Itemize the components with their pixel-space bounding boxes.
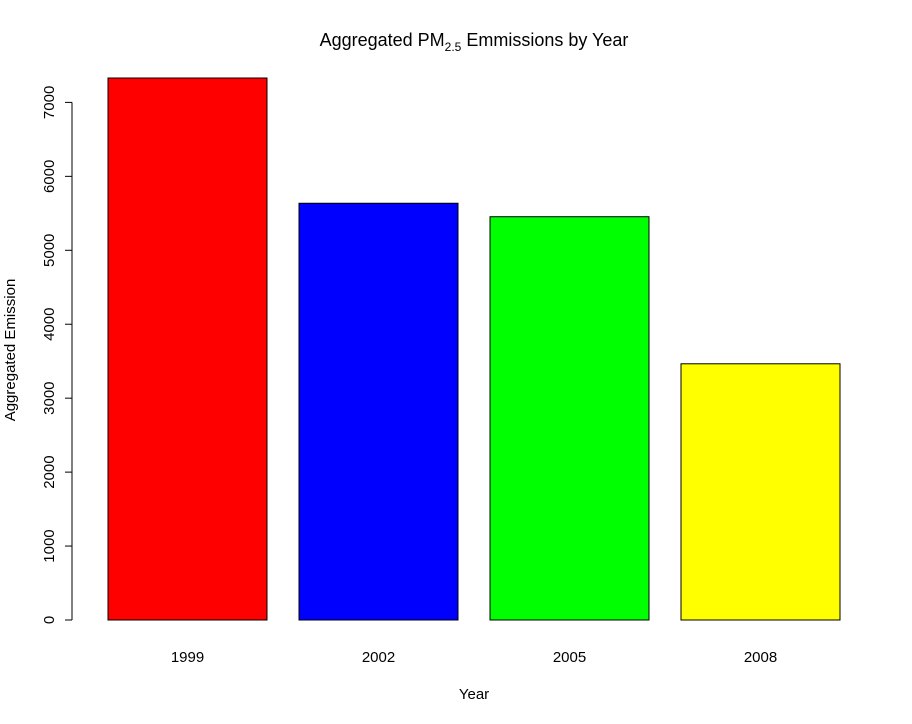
y-tick-label-1000: 1000 — [41, 529, 58, 562]
x-tick-label-2002: 2002 — [362, 649, 395, 666]
chart-title-subscript: 2.5 — [445, 40, 462, 54]
y-axis: 0 1000 2000 3000 4000 5000 6000 7000 — [41, 86, 73, 624]
y-tick-label-4000: 4000 — [41, 308, 58, 341]
x-tick-label-2008: 2008 — [744, 649, 777, 666]
x-axis-label: Year — [459, 686, 489, 703]
y-tick-label-3000: 3000 — [41, 381, 58, 414]
chart-title-suffix: Emmissions by Year — [461, 30, 628, 50]
x-tick-label-2005: 2005 — [553, 649, 586, 666]
bar-2002 — [298, 202, 459, 621]
bar-1999 — [107, 77, 268, 621]
y-tick-label-0: 0 — [41, 616, 58, 624]
y-tick-label-2000: 2000 — [41, 455, 58, 488]
x-tick-labels: 1999 2002 2005 2008 — [171, 649, 777, 666]
bar-2005 — [489, 216, 650, 621]
y-tick-label-6000: 6000 — [41, 160, 58, 193]
x-tick-label-1999: 1999 — [171, 649, 204, 666]
chart-title-main: Aggregated PM — [320, 30, 445, 50]
bars-group — [107, 77, 841, 621]
chart-title: Aggregated PM2.5 Emmissions by Year — [320, 30, 629, 54]
y-tick-label-5000: 5000 — [41, 234, 58, 267]
y-tick-label-7000: 7000 — [41, 86, 58, 119]
y-axis-label: Aggregated Emission — [2, 279, 19, 422]
bar-2008 — [680, 363, 841, 621]
